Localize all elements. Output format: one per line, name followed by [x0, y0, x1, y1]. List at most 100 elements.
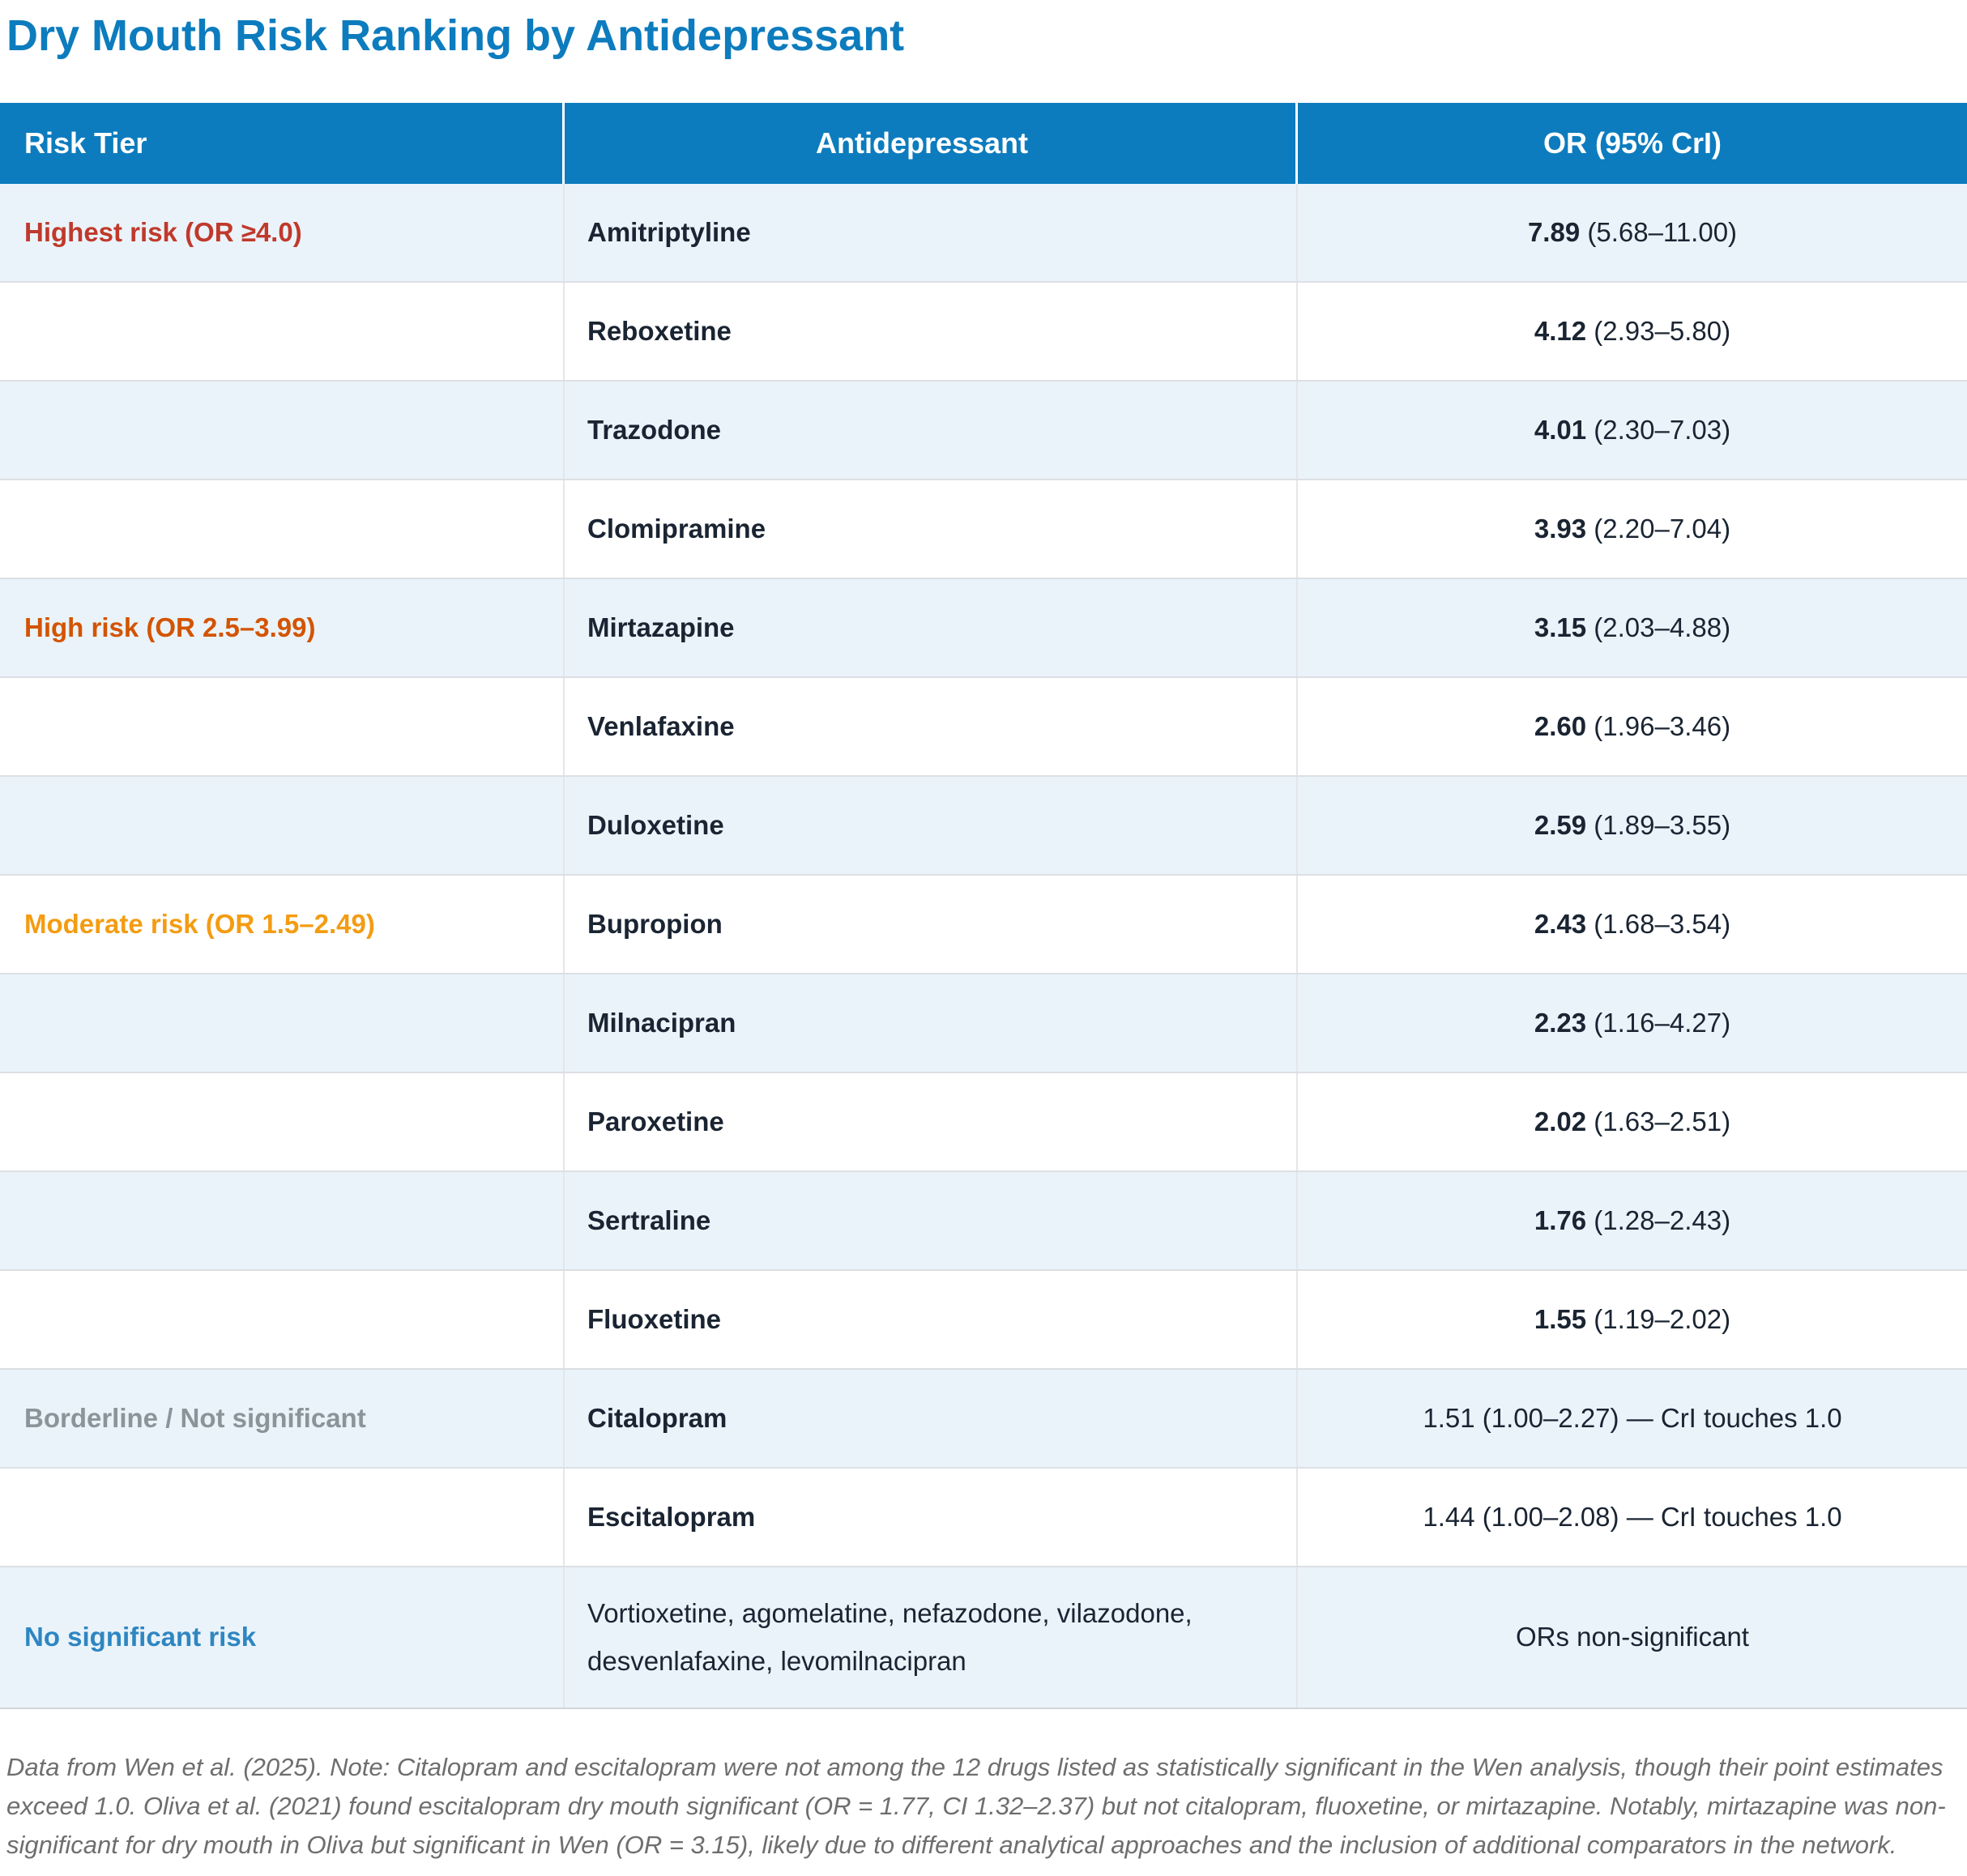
tier-label: Highest risk (OR ≥4.0) — [24, 216, 302, 247]
or-cell: 2.60 (1.96–3.46) — [1298, 677, 1967, 775]
or-interval: (1.89–3.55) — [1586, 809, 1731, 840]
table-row: Venlafaxine 2.60 (1.96–3.46) — [0, 677, 1967, 777]
or-cell: 2.23 (1.16–4.27) — [1298, 974, 1967, 1072]
tier-label: Borderline / Not significant — [24, 1402, 366, 1433]
tier-cell — [0, 677, 565, 775]
drug-cell: Paroxetine — [565, 1072, 1298, 1170]
drug-cell: Fluoxetine — [565, 1270, 1298, 1368]
or-interval: 1.44 (1.00–2.08) — CrI touches 1.0 — [1423, 1501, 1842, 1532]
drug-cell: Amitriptyline — [565, 183, 1298, 281]
tier-cell — [0, 776, 565, 874]
or-value: 4.12 — [1534, 315, 1587, 346]
tier-cell — [0, 381, 565, 479]
or-cell: 1.76 (1.28–2.43) — [1298, 1171, 1967, 1269]
tier-label: Moderate risk (OR 1.5–2.49) — [24, 908, 375, 939]
table-row: Fluoxetine 1.55 (1.19–2.02) — [0, 1270, 1967, 1370]
tier-cell — [0, 974, 565, 1072]
or-interval: (1.63–2.51) — [1586, 1106, 1731, 1136]
header-cell-antidepressant: Antidepressant — [565, 102, 1298, 184]
or-cell: 3.15 (2.03–4.88) — [1298, 578, 1967, 676]
drug-cell: Bupropion — [565, 875, 1298, 973]
or-cell: 1.44 (1.00–2.08) — CrI touches 1.0 — [1298, 1468, 1967, 1566]
or-interval: (2.93–5.80) — [1586, 315, 1731, 346]
or-value: 2.23 — [1534, 1007, 1587, 1038]
header-row: Risk Tier Antidepressant OR (95% CrI) — [0, 102, 1967, 184]
or-interval: 1.51 (1.00–2.27) — CrI touches 1.0 — [1423, 1402, 1842, 1433]
or-interval: (2.30–7.03) — [1586, 414, 1731, 445]
table-body: Highest risk (OR ≥4.0) Amitriptyline 7.8… — [0, 183, 1967, 1709]
table-row: Paroxetine 2.02 (1.63–2.51) — [0, 1072, 1967, 1172]
or-cell: 2.43 (1.68–3.54) — [1298, 875, 1967, 973]
or-value: 1.55 — [1534, 1303, 1587, 1334]
tier-cell — [0, 1072, 565, 1170]
header-cell-risk-tier: Risk Tier — [0, 102, 565, 184]
table-row: Sertraline 1.76 (1.28–2.43) — [0, 1171, 1967, 1271]
page-title: Dry Mouth Risk Ranking by Antidepressant — [6, 11, 905, 60]
tier-label: High risk (OR 2.5–3.99) — [24, 612, 316, 642]
or-cell: 1.55 (1.19–2.02) — [1298, 1270, 1967, 1368]
table-row: Reboxetine 4.12 (2.93–5.80) — [0, 282, 1967, 382]
or-value: 2.59 — [1534, 809, 1587, 840]
or-interval: (1.28–2.43) — [1586, 1204, 1731, 1235]
tier-cell — [0, 1171, 565, 1269]
or-value: 2.60 — [1534, 710, 1587, 741]
or-interval: (2.20–7.04) — [1586, 513, 1731, 544]
table-row: Escitalopram 1.44 (1.00–2.08) — CrI touc… — [0, 1468, 1967, 1567]
or-cell: 3.93 (2.20–7.04) — [1298, 480, 1967, 578]
tier-cell — [0, 480, 565, 578]
table-header: Risk Tier Antidepressant OR (95% CrI) — [0, 102, 1967, 184]
or-cell: 2.02 (1.63–2.51) — [1298, 1072, 1967, 1170]
or-cell: ORs non-significant — [1298, 1567, 1967, 1708]
tier-cell: High risk (OR 2.5–3.99) — [0, 578, 565, 676]
or-value: 3.15 — [1534, 612, 1587, 642]
tier-cell — [0, 1270, 565, 1368]
drug-cell: Citalopram — [565, 1369, 1298, 1467]
table-row: Clomipramine 3.93 (2.20–7.04) — [0, 480, 1967, 579]
or-cell: 4.01 (2.30–7.03) — [1298, 381, 1967, 479]
table-row: Highest risk (OR ≥4.0) Amitriptyline 7.8… — [0, 183, 1967, 283]
drug-cell: Duloxetine — [565, 776, 1298, 874]
or-value: 4.01 — [1534, 414, 1587, 445]
drug-cell: Venlafaxine — [565, 677, 1298, 775]
or-interval: (5.68–11.00) — [1580, 216, 1738, 247]
tier-cell — [0, 282, 565, 380]
or-interval: (1.68–3.54) — [1586, 908, 1731, 939]
or-value: 2.43 — [1534, 908, 1587, 939]
or-value: 2.02 — [1534, 1106, 1587, 1136]
drug-cell: Clomipramine — [565, 480, 1298, 578]
table-row: Duloxetine 2.59 (1.89–3.55) — [0, 776, 1967, 876]
table-row: High risk (OR 2.5–3.99) Mirtazapine 3.15… — [0, 578, 1967, 678]
or-interval: (1.96–3.46) — [1586, 710, 1731, 741]
or-cell: 7.89 (5.68–11.00) — [1298, 183, 1967, 281]
or-interval: (1.19–2.02) — [1586, 1303, 1731, 1334]
or-value: 3.93 — [1534, 513, 1587, 544]
tier-label: No significant risk — [24, 1622, 257, 1652]
table-row: Milnacipran 2.23 (1.16–4.27) — [0, 974, 1967, 1073]
table-row: Trazodone 4.01 (2.30–7.03) — [0, 381, 1967, 480]
footnote: Data from Wen et al. (2025). Note: Cital… — [6, 1752, 1946, 1859]
risk-table: Risk Tier Antidepressant OR (95% CrI) Hi… — [0, 102, 1967, 1709]
tier-cell: Moderate risk (OR 1.5–2.49) — [0, 875, 565, 973]
drug-cell: Sertraline — [565, 1171, 1298, 1269]
table-row: Borderline / Not significant Citalopram … — [0, 1369, 1967, 1469]
or-interval: ORs non-significant — [1516, 1622, 1749, 1652]
drug-cell: Vortioxetine, agomelatine, nefazodone, v… — [565, 1567, 1298, 1708]
tier-cell: Highest risk (OR ≥4.0) — [0, 183, 565, 281]
or-interval: (1.16–4.27) — [1586, 1007, 1731, 1038]
header-cell-or: OR (95% CrI) — [1298, 102, 1967, 184]
drug-cell: Trazodone — [565, 381, 1298, 479]
or-cell: 2.59 (1.89–3.55) — [1298, 776, 1967, 874]
drug-cell: Reboxetine — [565, 282, 1298, 380]
or-cell: 4.12 (2.93–5.80) — [1298, 282, 1967, 380]
tier-cell — [0, 1468, 565, 1566]
table-row: No significant risk Vortioxetine, agomel… — [0, 1567, 1967, 1709]
tier-cell: Borderline / Not significant — [0, 1369, 565, 1467]
drug-cell: Escitalopram — [565, 1468, 1298, 1566]
drug-cell: Mirtazapine — [565, 578, 1298, 676]
or-value: 1.76 — [1534, 1204, 1587, 1235]
table-row: Moderate risk (OR 1.5–2.49) Bupropion 2.… — [0, 875, 1967, 974]
or-interval: (2.03–4.88) — [1586, 612, 1731, 642]
tier-cell: No significant risk — [0, 1567, 565, 1708]
or-value: 7.89 — [1527, 216, 1581, 247]
drug-cell: Milnacipran — [565, 974, 1298, 1072]
